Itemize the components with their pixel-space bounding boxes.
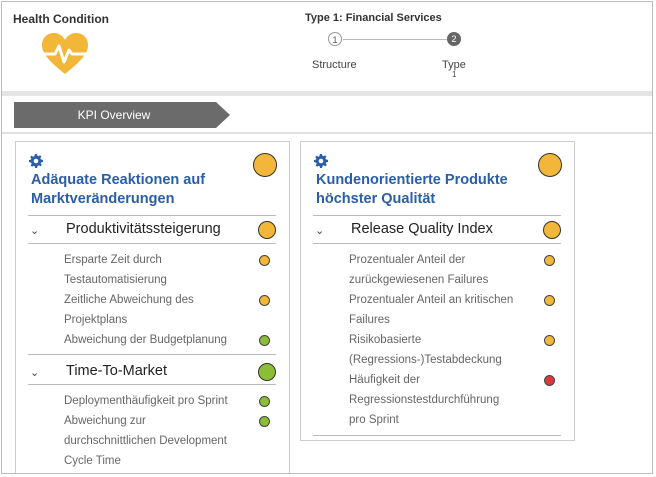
section-title: Release Quality Index [351,221,493,237]
card-title-line1: Kundenorientierte Produkte [316,172,508,188]
step-2-indicator[interactable]: 2 [447,32,461,46]
health-condition-title: Health Condition [13,12,109,26]
chevron-down-icon[interactable]: ⌄ [30,225,40,237]
divider [28,215,276,216]
type-title: Type 1: Financial Services [305,12,442,24]
kpi-status-dot [544,375,555,386]
kpi-item: Abweichung der Budgetplanung [64,330,227,350]
kpi-item-line: Cycle Time [64,455,121,467]
kpi-item: Ersparte Zeit durch Testautomatisierung [64,250,167,290]
tab-separator [2,132,652,134]
card-title-line2: höchster Qualität [316,191,436,207]
kpi-item-line: Deploymenthäufigkeit pro Sprint [64,395,228,407]
section-release-quality[interactable]: ⌄ Release Quality Index [313,220,563,242]
section-status-dot [258,221,276,239]
card-status-dot [253,153,277,177]
kpi-item: Abweichung zur durchschnittlichen Develo… [64,411,227,471]
kpi-item: Prozentualer Anteil an kritischen Failur… [349,290,513,330]
kpi-item-line: Zeitliche Abweichung des [64,294,194,306]
kpi-status-dot [259,416,270,427]
kpi-item-line: Abweichung zur [64,415,146,427]
divider [313,435,561,436]
kpi-card-market-reactions: Adäquate Reaktionen auf Marktveränderung… [15,141,290,473]
divider [28,384,276,385]
kpi-status-dot [544,295,555,306]
kpi-item-line: Abweichung der Budgetplanung [64,334,228,346]
section-status-dot [258,363,276,381]
kpi-item: Deploymenthäufigkeit pro Sprint [64,391,228,411]
card-title-line1: Adäquate Reaktionen auf [31,172,206,188]
divider [313,215,561,216]
gear-icon[interactable] [29,154,43,168]
divider [313,243,561,244]
step-1-indicator[interactable]: 1 [328,32,342,46]
kpi-item: Zeitliche Abweichung des Projektplans [64,290,194,330]
kpi-item-line: durchschnittlichen Development [64,435,228,447]
kpi-card-quality-products: Kundenorientierte Produkte höchster Qual… [300,141,575,441]
divider [28,243,276,244]
kpi-item-line: Häufigkeit der [349,374,420,386]
kpi-status-dot [259,396,270,407]
step-2-sublabel: 1 [452,70,457,79]
kpi-item: Prozentualer Anteil der zurückgewiesenen… [349,250,488,290]
section-time-to-market[interactable]: ⌄ Time-To-Market [28,362,278,384]
kpi-item-line: Testautomatisierung [64,274,167,286]
header-divider [2,91,652,96]
section-title: Produktivitätssteigerung [66,221,221,237]
kpi-item-line: Ersparte Zeit durch [64,254,162,266]
kpi-item-line: (Regressions-)Testabdeckung [349,354,502,366]
kpi-item-line: Regressionstestdurchführung [349,394,500,406]
card-title-line2: Marktveränderungen [31,191,175,207]
tab-kpi-overview[interactable]: KPI Overview [14,102,230,128]
card-title: Adäquate Reaktionen auf Marktveränderung… [31,171,251,209]
chevron-down-icon[interactable]: ⌄ [315,225,325,237]
divider [28,354,276,355]
kpi-status-dot [259,255,270,266]
heart-pulse-icon [40,32,90,76]
kpi-status-dot [259,335,270,346]
gear-icon[interactable] [314,154,328,168]
step-2-label[interactable]: Type [442,59,466,71]
kpi-status-dot [259,295,270,306]
kpi-item-line: Projektplans [64,314,128,326]
kpi-item: Häufigkeit der Regressionstestdurchführu… [349,370,499,430]
section-status-dot [543,221,561,239]
section-title: Time-To-Market [66,363,167,379]
kpi-item-line: pro Sprint [349,414,399,426]
card-status-dot [538,153,562,177]
kpi-item-line: Prozentualer Anteil an kritischen [349,294,514,306]
kpi-status-dot [544,335,555,346]
card-title: Kundenorientierte Produkte höchster Qual… [316,171,536,209]
kpi-status-dot [544,255,555,266]
kpi-item-line: Failures [349,314,390,326]
kpi-item: Risikobasierte (Regressions-)Testabdecku… [349,330,502,370]
tab-kpi-overview-label: KPI Overview [77,108,151,122]
step-1-label[interactable]: Structure [312,59,357,71]
stepper-line [343,39,447,40]
kpi-item-line: zurückgewiesenen Failures [349,274,489,286]
chevron-down-icon[interactable]: ⌄ [30,367,40,379]
kpi-item-line: Risikobasierte [349,334,422,346]
section-productivity[interactable]: ⌄ Produktivitätssteigerung [28,220,278,242]
kpi-item-line: Prozentualer Anteil der [349,254,466,266]
